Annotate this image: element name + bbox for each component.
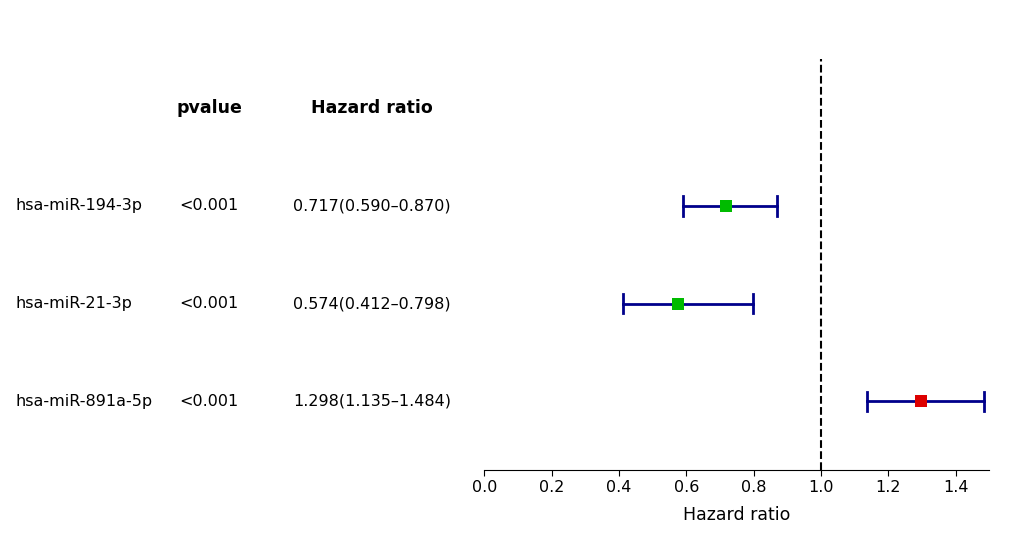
X-axis label: Hazard ratio: Hazard ratio [683,507,790,524]
Text: Hazard ratio: Hazard ratio [311,99,433,117]
Point [717,201,734,210]
Text: hsa-miR-891a-5p: hsa-miR-891a-5p [15,394,152,409]
Point [912,397,928,406]
Text: 1.298(1.135–1.484): 1.298(1.135–1.484) [293,394,450,409]
Text: hsa-miR-194-3p: hsa-miR-194-3p [15,199,143,213]
Text: 0.717(0.590–0.870): 0.717(0.590–0.870) [293,199,450,213]
Text: <0.001: <0.001 [179,394,238,409]
Point [668,299,685,308]
Text: pvalue: pvalue [176,99,242,117]
Text: 0.574(0.412–0.798): 0.574(0.412–0.798) [293,296,450,311]
Text: <0.001: <0.001 [179,296,238,311]
Text: hsa-miR-21-3p: hsa-miR-21-3p [15,296,132,311]
Text: <0.001: <0.001 [179,199,238,213]
